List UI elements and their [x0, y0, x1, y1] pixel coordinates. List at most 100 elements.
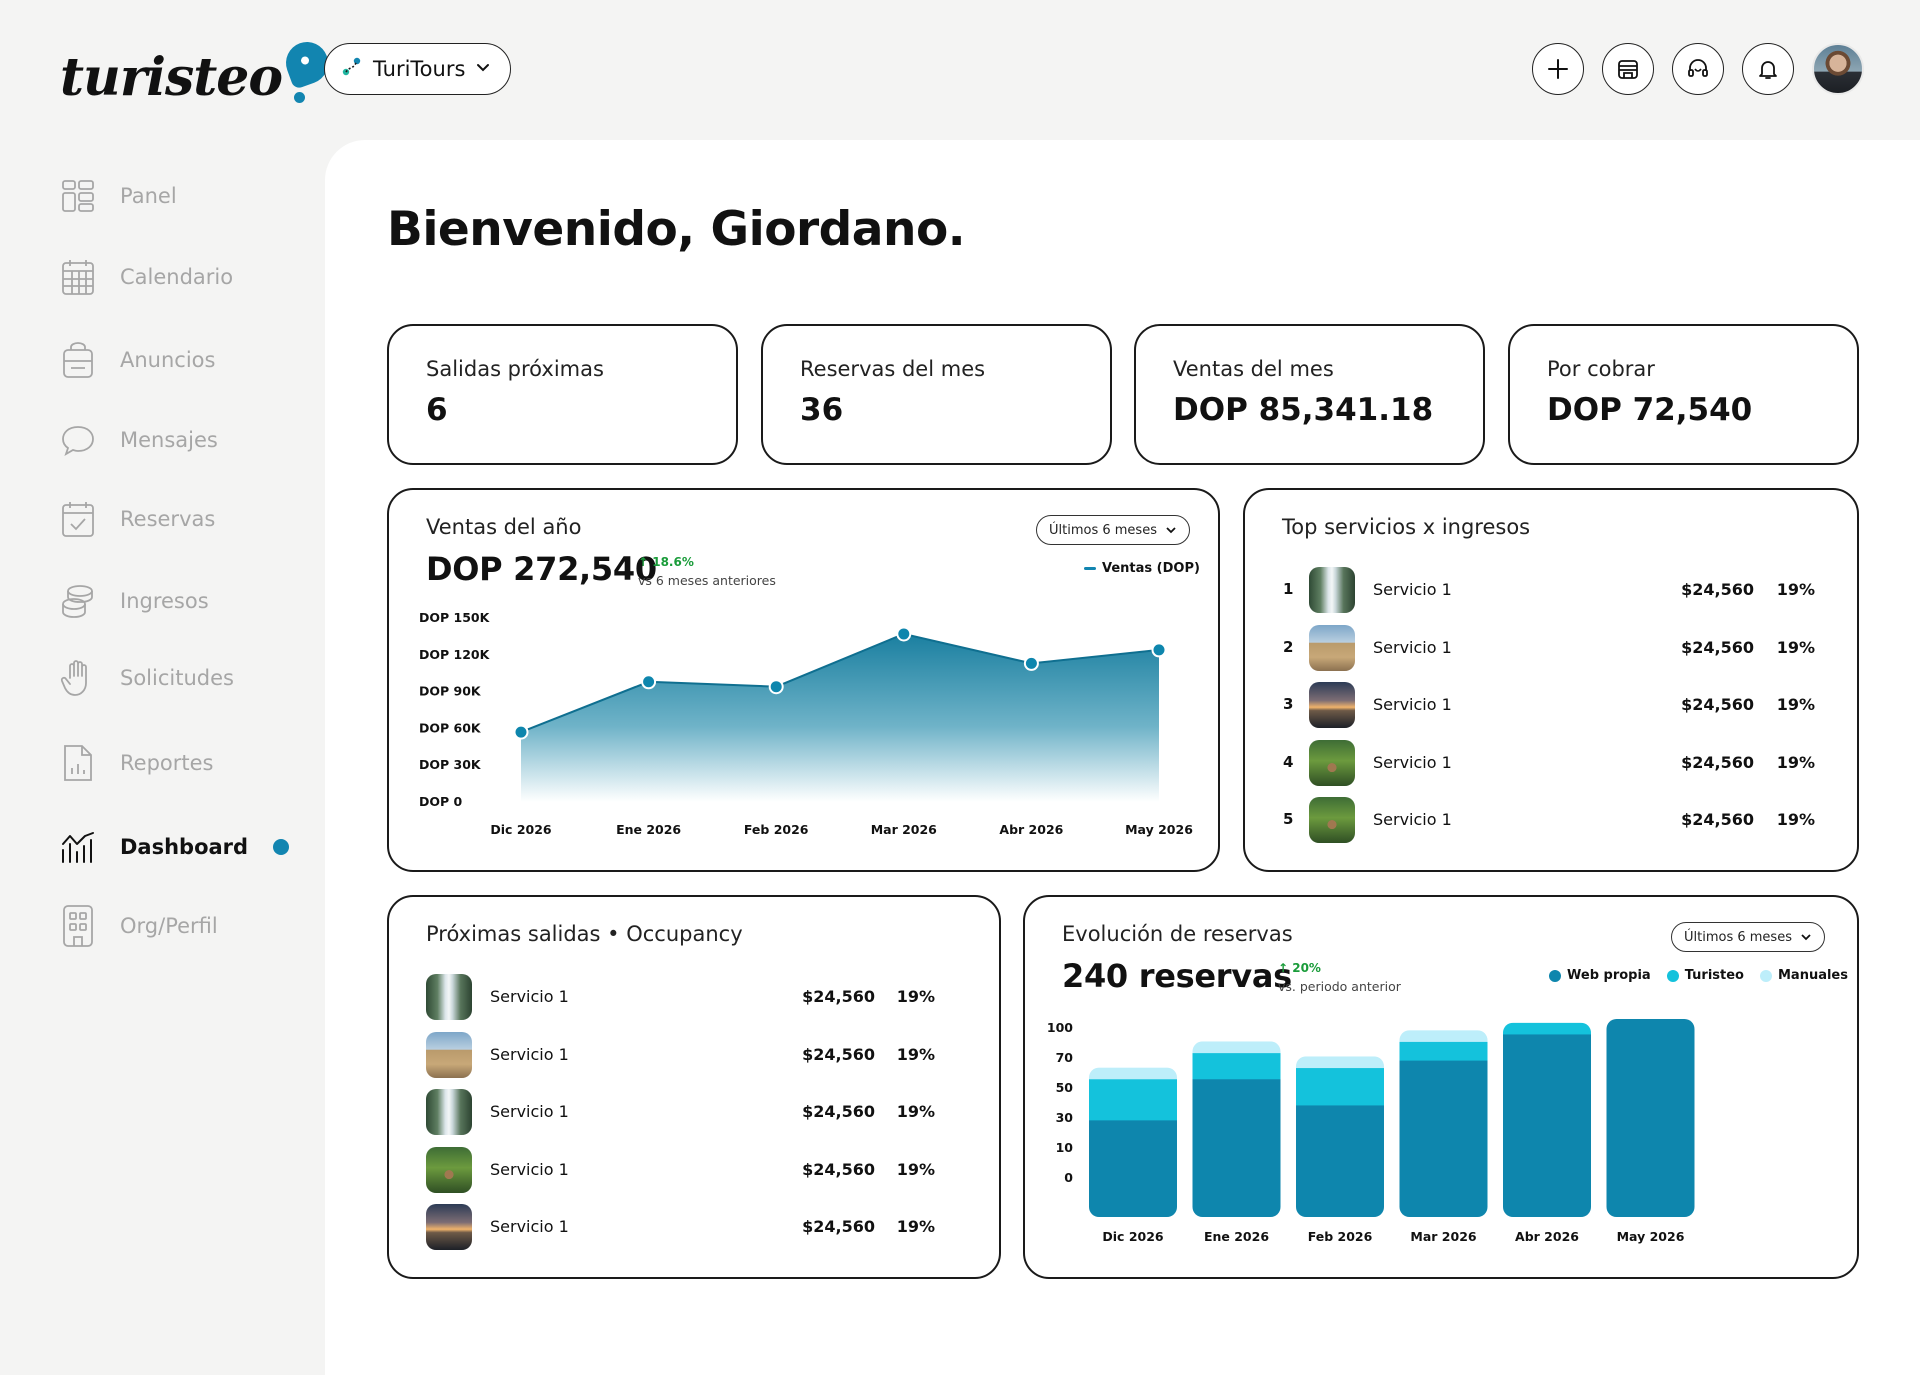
store-icon	[1618, 60, 1638, 79]
service-thumbnail	[1309, 797, 1355, 843]
service-name: Servicio 1	[490, 987, 569, 1006]
kpi-card-ventas[interactable]: Ventas del mes DOP 85,341.18	[1134, 324, 1485, 465]
data-point[interactable]	[1023, 655, 1039, 671]
sidebar-item-org-perfil[interactable]: Org/Perfil	[60, 903, 300, 949]
sidebar-item-reportes[interactable]: Reportes	[60, 740, 300, 786]
series-area	[521, 633, 1159, 802]
active-indicator	[273, 839, 289, 855]
data-point[interactable]	[768, 679, 784, 695]
legend-item: Manuales	[1759, 968, 1848, 983]
y-tick-label: DOP 120K	[419, 647, 491, 662]
y-tick-label: 0	[1064, 1170, 1073, 1185]
sidebar-item-solicitudes[interactable]: Solicitudes	[60, 655, 300, 701]
data-point[interactable]	[1151, 642, 1167, 658]
kpi-label: Ventas del mes	[1173, 357, 1334, 381]
service-amount: $24,560	[1681, 580, 1754, 599]
service-amount: $24,560	[802, 1102, 875, 1121]
org-selector[interactable]: TuriTours	[324, 43, 511, 95]
sidebar-item-label: Reservas	[120, 507, 216, 531]
bar-segment-web-propia[interactable]	[1089, 1119, 1177, 1218]
add-button[interactable]	[1532, 43, 1584, 95]
bar-segment-manuales[interactable]	[1399, 1030, 1488, 1042]
service-thumbnail	[426, 1146, 472, 1193]
bar-segment-turisteo[interactable]	[1192, 1052, 1281, 1080]
y-tick-label: 70	[1056, 1050, 1074, 1065]
sidebar-item-label: Reportes	[120, 751, 214, 775]
list-item[interactable]: 1 Servicio 1 $24,560 19%	[1245, 566, 1857, 614]
list-item[interactable]: Servicio 1 $24,560 19%	[389, 1031, 999, 1079]
bar-segment-turisteo[interactable]	[1089, 1078, 1177, 1121]
bar-segment-turisteo[interactable]	[1296, 1067, 1384, 1106]
y-tick-label: 50	[1056, 1080, 1074, 1095]
x-tick-label: Feb 2026	[1308, 1229, 1373, 1244]
x-tick-label: May 2026	[1125, 822, 1193, 837]
notifications-button[interactable]	[1742, 43, 1794, 95]
data-point[interactable]	[896, 626, 912, 642]
service-name: Servicio 1	[490, 1159, 569, 1179]
bookings-card: Evolución de reservas Últimos 6 meses 24…	[1023, 895, 1859, 1279]
bar-segment-web-propia[interactable]	[1399, 1060, 1488, 1217]
sidebar-item-anuncios[interactable]: Anuncios	[60, 337, 300, 383]
sidebar-item-label: Anuncios	[120, 348, 216, 372]
service-percent: 19%	[1776, 580, 1815, 599]
bar-segment-turisteo[interactable]	[1503, 1022, 1591, 1035]
range-select[interactable]: Últimos 6 meses	[1036, 515, 1190, 545]
legend-item: Ventas (DOP)	[1084, 561, 1200, 576]
bar-segment-web-propia[interactable]	[1606, 1019, 1695, 1218]
card-title: Ventas del año	[426, 515, 582, 539]
bar-segment-manuales[interactable]	[1192, 1041, 1281, 1054]
list-item[interactable]: Servicio 1 $24,560 19%	[389, 1146, 999, 1194]
bar-segment-manuales[interactable]	[1296, 1056, 1384, 1069]
service-amount: $24,560	[802, 1159, 875, 1179]
kpi-label: Por cobrar	[1547, 357, 1655, 381]
bar-segment-web-propia[interactable]	[1192, 1078, 1281, 1218]
bar-segment-manuales[interactable]	[1089, 1067, 1177, 1080]
bar-segment-turisteo[interactable]	[1399, 1041, 1488, 1061]
logo-text: turisteo	[60, 47, 283, 108]
x-tick-label: Ene 2026	[1204, 1229, 1269, 1244]
store-button[interactable]	[1602, 43, 1654, 95]
bar-segment-web-propia[interactable]	[1503, 1033, 1591, 1218]
user-avatar[interactable]	[1812, 43, 1864, 95]
sidebar-item-label: Dashboard	[120, 835, 249, 859]
kpi-card-por-cobrar[interactable]: Por cobrar DOP 72,540	[1508, 324, 1859, 465]
delta-subtitle: vs. periodo anterior	[1278, 979, 1401, 994]
legend-label: Web propia	[1567, 968, 1651, 983]
card-title: Evolución de reservas	[1062, 922, 1293, 946]
list-item[interactable]: Servicio 1 $24,560 19%	[389, 1088, 999, 1136]
top-services-card: Top servicios x ingresos 1 Servicio 1 $24,…	[1243, 488, 1859, 872]
plus-icon	[1548, 59, 1568, 79]
data-point[interactable]	[513, 724, 529, 740]
service-amount: $24,560	[802, 1217, 875, 1236]
service-amount: $24,560	[1681, 752, 1754, 772]
sidebar-item-calendario[interactable]: Calendario	[60, 254, 300, 300]
sales-year-card: Ventas del año Últimos 6 meses DOP 272,5…	[387, 488, 1220, 872]
service-thumbnail	[1309, 682, 1355, 728]
bar-segment-web-propia[interactable]	[1296, 1104, 1384, 1218]
list-item[interactable]: 3 Servicio 1 $24,560 19%	[1245, 681, 1857, 729]
support-button[interactable]	[1672, 43, 1724, 95]
turisteo-logo[interactable]: turisteo	[60, 34, 334, 108]
sidebar-item-panel[interactable]: Panel	[60, 173, 300, 219]
service-name: Servicio 1	[1373, 580, 1452, 599]
kpi-card-reservas[interactable]: Reservas del mes 36	[761, 324, 1112, 465]
chevron-down-icon	[1166, 527, 1176, 534]
rank-number: 3	[1283, 695, 1294, 713]
headset-icon	[1688, 59, 1708, 77]
sidebar-item-reservas[interactable]: Reservas	[60, 496, 300, 542]
list-item[interactable]: Servicio 1 $24,560 19%	[389, 1203, 999, 1251]
service-thumbnail	[426, 1089, 472, 1135]
sidebar-item-mensajes[interactable]: Mensajes	[60, 417, 300, 463]
list-item[interactable]: 4 Servicio 1 $24,560 19%	[1245, 739, 1857, 787]
sidebar-item-label: Calendario	[120, 265, 234, 289]
data-point[interactable]	[641, 674, 657, 690]
kpi-card-salidas[interactable]: Salidas próximas 6	[387, 324, 738, 465]
list-item[interactable]: 5 Servicio 1 $24,560 19%	[1245, 796, 1857, 844]
sidebar-item-ingresos[interactable]: Ingresos	[60, 578, 300, 624]
sidebar-item-label: Org/Perfil	[120, 914, 218, 938]
list-item[interactable]: Servicio 1 $24,560 19%	[389, 973, 999, 1021]
list-item[interactable]: 2 Servicio 1 $24,560 19%	[1245, 624, 1857, 672]
rank-number: 1	[1283, 580, 1294, 598]
range-select[interactable]: Últimos 6 meses	[1671, 922, 1825, 952]
sidebar-item-dashboard[interactable]: Dashboard	[60, 824, 300, 870]
